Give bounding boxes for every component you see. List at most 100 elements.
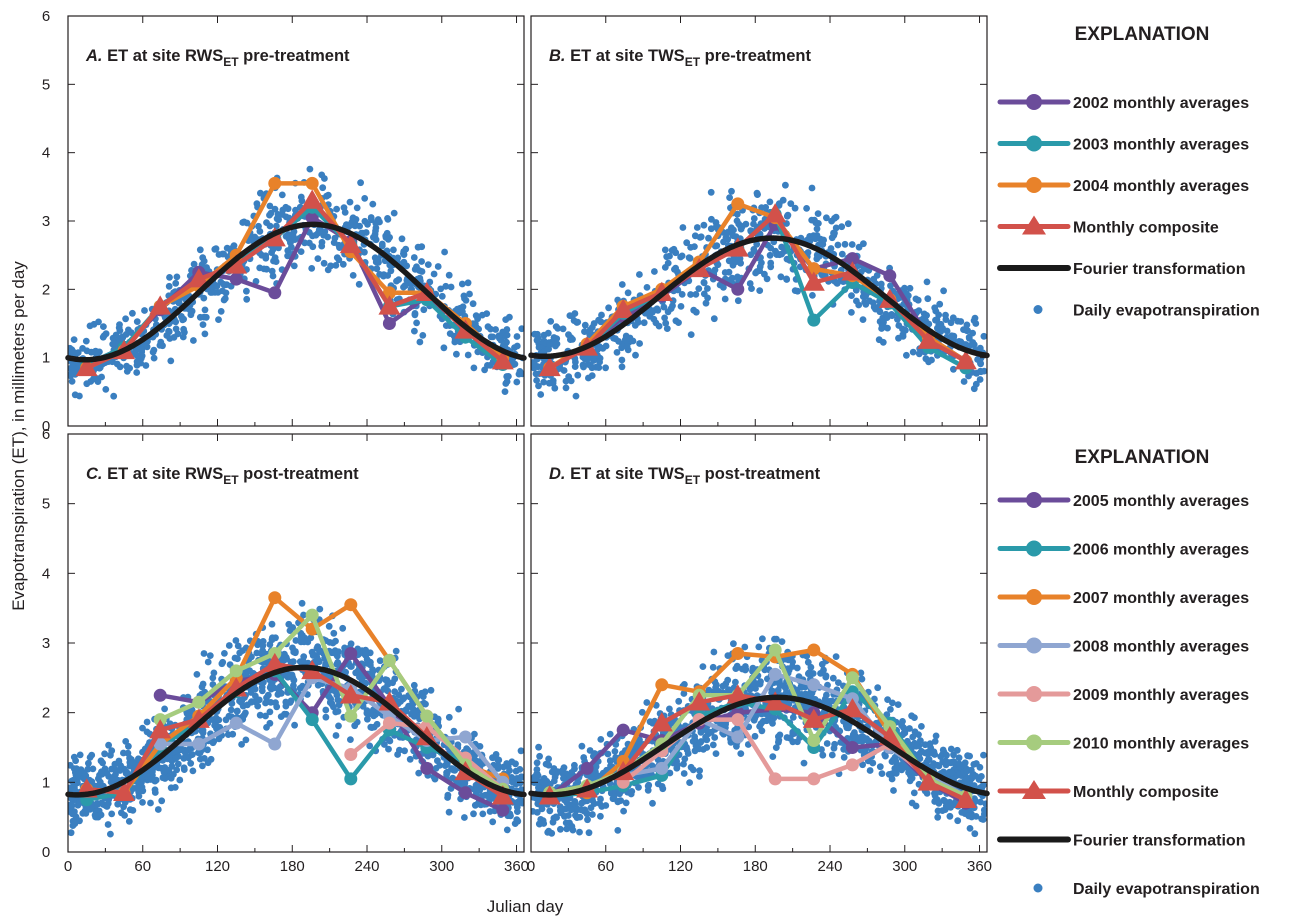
- daily-et-point: [284, 252, 291, 260]
- legend-item: 2007 monthly averages: [997, 589, 1249, 607]
- composite-marker: [75, 356, 98, 377]
- daily-et-point: [623, 342, 631, 350]
- daily-et-point: [818, 660, 826, 668]
- series-marker: [807, 313, 821, 327]
- daily-et-point: [699, 663, 707, 670]
- daily-et-point: [98, 768, 105, 776]
- daily-et-point: [768, 718, 776, 726]
- daily-et-point: [68, 378, 76, 385]
- daily-et-point: [272, 634, 279, 642]
- daily-et-point: [545, 755, 552, 763]
- daily-et-point: [376, 218, 383, 226]
- daily-et-point: [513, 342, 521, 350]
- daily-et-point: [369, 666, 376, 674]
- daily-et-point: [99, 759, 106, 767]
- daily-et-point: [562, 384, 570, 392]
- series-marker: [458, 786, 472, 800]
- legend-item: Monthly composite: [997, 780, 1219, 801]
- daily-et-point: [410, 254, 418, 261]
- daily-et-point: [142, 362, 150, 369]
- daily-et-point: [793, 664, 801, 672]
- daily-et-point: [596, 800, 604, 807]
- daily-et-point: [774, 686, 782, 694]
- daily-et-point: [949, 314, 957, 322]
- composite-marker: [917, 771, 940, 791]
- daily-et-point: [518, 325, 524, 333]
- daily-et-point: [172, 754, 180, 762]
- daily-et-point: [599, 344, 607, 352]
- daily-et-point: [809, 292, 816, 299]
- daily-et-point: [924, 750, 932, 758]
- daily-et-point: [158, 797, 166, 805]
- legend-item: Fourier transformation: [997, 261, 1245, 278]
- daily-et-point: [224, 731, 232, 738]
- y-axis-label: Evapotranspiration (ET), in millimeters …: [9, 261, 28, 611]
- daily-et-point: [402, 706, 410, 713]
- daily-et-point: [659, 785, 667, 793]
- x-tick-label: 60: [134, 858, 151, 875]
- x-tick-label: 0: [527, 858, 535, 875]
- series-marker: [229, 664, 243, 678]
- daily-et-point: [330, 649, 338, 657]
- daily-et-point: [670, 245, 678, 253]
- legend-item: Fourier transformation: [997, 833, 1245, 850]
- daily-et-point: [75, 770, 83, 778]
- daily-et-point: [154, 806, 162, 813]
- daily-et-point: [557, 825, 564, 833]
- daily-et-point: [268, 620, 276, 628]
- daily-et-point: [585, 829, 593, 837]
- daily-et-point: [822, 672, 830, 680]
- daily-et-point: [675, 697, 683, 705]
- daily-et-point: [654, 780, 662, 788]
- daily-et-point: [882, 310, 890, 318]
- daily-et-point: [803, 652, 811, 660]
- daily-et-point: [515, 370, 523, 378]
- daily-et-point: [123, 368, 131, 375]
- daily-et-point: [102, 386, 110, 393]
- daily-et-point: [977, 360, 984, 368]
- daily-et-point: [636, 340, 643, 347]
- daily-et-point: [278, 191, 286, 199]
- daily-et-point: [778, 638, 786, 645]
- daily-et-point: [323, 192, 330, 200]
- daily-et-point: [624, 289, 632, 297]
- daily-et-point: [80, 770, 88, 777]
- daily-et-point: [943, 751, 950, 759]
- daily-et-point: [909, 348, 917, 356]
- daily-et-point: [426, 278, 434, 286]
- daily-et-point: [869, 759, 877, 767]
- daily-et-point: [930, 748, 938, 756]
- daily-et-point: [580, 363, 587, 371]
- x-tick-label: 300: [892, 858, 917, 875]
- daily-et-point: [775, 733, 782, 741]
- daily-et-point: [100, 323, 107, 330]
- daily-et-point: [481, 791, 489, 799]
- daily-et-point: [309, 652, 317, 659]
- daily-et-point: [584, 816, 591, 824]
- daily-et-point: [413, 319, 420, 327]
- daily-et-point: [645, 781, 653, 789]
- daily-et-point: [909, 733, 917, 741]
- daily-et-point: [258, 650, 265, 658]
- daily-et-point: [889, 699, 896, 707]
- daily-et-point: [666, 705, 673, 713]
- daily-et-point: [620, 807, 627, 815]
- panel-b-title: B. ET at site TWSET pre-treatment: [549, 47, 811, 69]
- daily-et-point: [173, 273, 181, 281]
- daily-et-point: [966, 825, 974, 832]
- daily-et-point: [135, 755, 142, 763]
- daily-et-point: [252, 278, 260, 285]
- daily-et-point: [950, 751, 957, 759]
- daily-et-point: [889, 311, 896, 319]
- daily-et-point: [939, 746, 947, 754]
- composite-marker: [688, 691, 711, 711]
- daily-et-point: [221, 650, 228, 657]
- daily-et-point: [892, 770, 900, 777]
- daily-et-point: [99, 333, 107, 341]
- daily-et-point: [199, 680, 207, 688]
- daily-et-point: [878, 325, 885, 332]
- daily-et-point: [677, 303, 685, 310]
- daily-et-point: [546, 807, 554, 815]
